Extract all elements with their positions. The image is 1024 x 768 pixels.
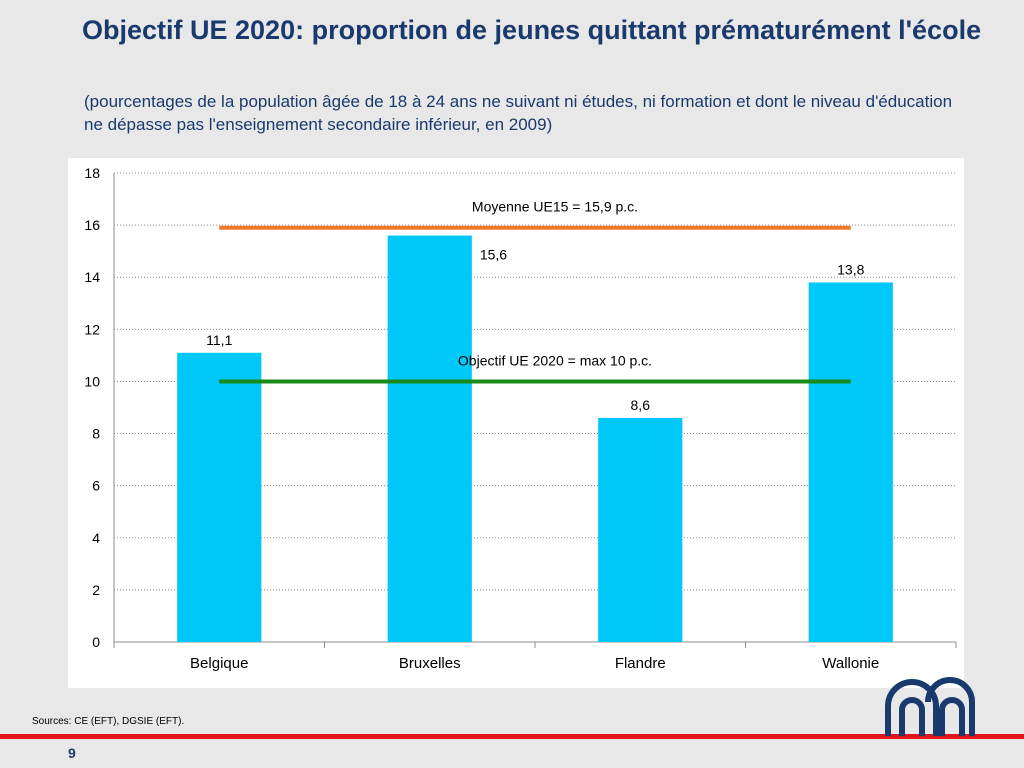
x-tick-label: Bruxelles xyxy=(399,655,461,672)
y-tick-label: 0 xyxy=(92,634,100,650)
y-tick-label: 18 xyxy=(84,165,100,181)
y-tick-label: 2 xyxy=(92,582,100,598)
data-label: 13,8 xyxy=(837,261,864,277)
x-tick-label: Flandre xyxy=(615,655,666,672)
target-line-label: Objectif UE 2020 = max 10 p.c. xyxy=(458,352,652,368)
sources-note: Sources: CE (EFT), DGSIE (EFT). xyxy=(32,716,185,727)
footer-divider xyxy=(0,734,1024,739)
y-tick-label: 14 xyxy=(84,269,100,285)
y-tick-label: 10 xyxy=(84,373,100,389)
bar-flandre xyxy=(598,417,683,642)
x-tick-label: Wallonie xyxy=(822,655,879,672)
y-tick-label: 8 xyxy=(92,426,100,442)
data-label: 15,6 xyxy=(480,247,507,263)
bar-wallonie xyxy=(808,282,893,642)
data-label: 8,6 xyxy=(631,397,651,413)
page-subtitle: (pourcentages de la population âgée de 1… xyxy=(84,92,953,134)
y-tick-label: 4 xyxy=(92,530,100,546)
page-title: Objectif UE 2020: proportion de jeunes q… xyxy=(82,15,982,45)
average-line-label: Moyenne UE15 = 15,9 p.c. xyxy=(472,199,638,215)
logo-icon xyxy=(885,677,975,736)
data-label: 11,1 xyxy=(206,332,232,348)
bar-chart: 0 2 4 6 8 10 12 14 16 18 11,1 Belgique 15,6 Bruxelles… xyxy=(84,165,957,672)
y-tick-label: 16 xyxy=(84,217,100,233)
chart-area: 0 2 4 6 8 10 12 14 16 18 11,1 Belgique 15,6 Bruxelles… xyxy=(68,158,964,688)
y-tick-label: 12 xyxy=(84,321,100,337)
bar-belgique xyxy=(177,352,262,642)
page-number: 9 xyxy=(68,745,76,761)
y-tick-label: 6 xyxy=(92,478,100,494)
bar-bruxelles xyxy=(387,235,472,642)
x-tick-label: Belgique xyxy=(190,655,248,672)
